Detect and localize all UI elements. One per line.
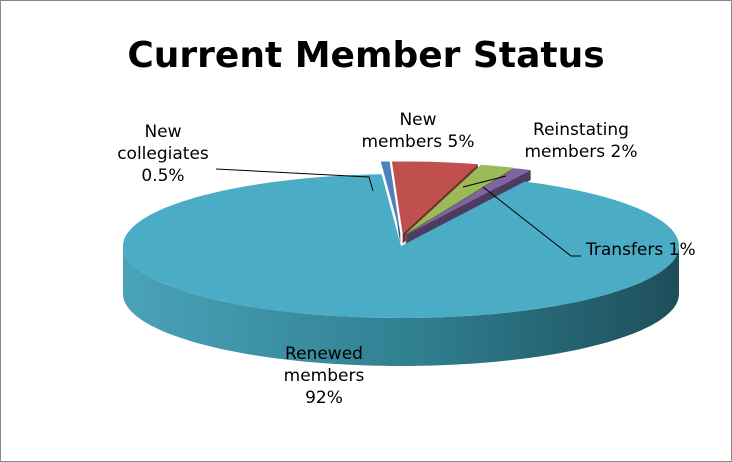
data-label: New collegiates 0.5% [117,122,209,186]
pie-slice-edge [406,170,531,245]
data-label: New members 5% [361,110,475,152]
leader-line [462,175,507,188]
pie-slice [123,174,679,318]
leader-line [215,168,374,192]
pie-slice [380,161,401,234]
data-label: Renewed members 92% [283,344,365,408]
chart-title: Current Member Status [127,35,605,76]
leader-lines [215,168,581,257]
leader-line [482,186,581,257]
pie-slice [405,164,514,235]
data-label: Transfers 1% [586,240,696,260]
pie-slice-side [123,246,679,366]
pie-slice [406,168,531,235]
pie-slice [391,161,478,234]
data-label: Reinstating members 2% [524,120,638,162]
